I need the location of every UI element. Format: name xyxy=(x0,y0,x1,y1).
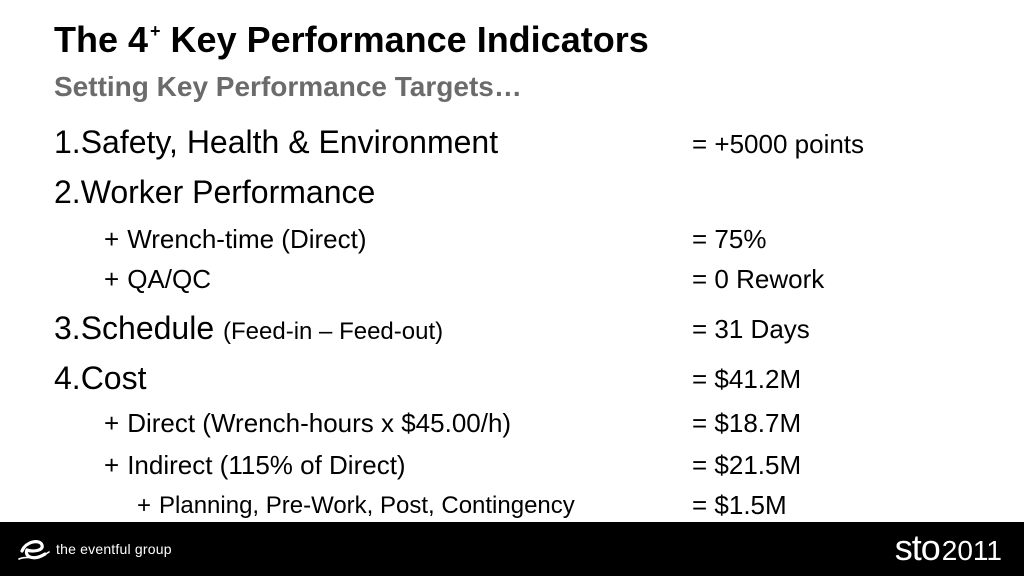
slide-title: The 4 + Key Performance Indicators xyxy=(54,19,649,60)
sto-logo-text: sto xyxy=(894,527,941,568)
plus-bullet-icon: + xyxy=(137,492,152,519)
plus-bullet-icon: + xyxy=(104,450,120,480)
slide: The 4 + Key Performance Indicators Settin… xyxy=(54,19,865,520)
sto-logo-year: 2011 xyxy=(941,535,1002,566)
eventful-group-brand: the eventful group xyxy=(56,541,172,557)
kpi-schedule-value: = 31 Days xyxy=(692,314,810,344)
kpi-safety-label: 1.Safety, Health & Environment xyxy=(54,124,499,160)
kpi-wrench-time-item: + Wrench-time (Direct) xyxy=(104,224,367,254)
plus-bullet-icon: + xyxy=(104,408,120,438)
kpi-direct-cost-value: = $18.7M xyxy=(692,408,802,438)
kpi-planning-value: = $1.5M xyxy=(692,490,787,520)
footer-bar: the eventful group sto 2011 xyxy=(0,522,1024,576)
plus-bullet-icon: + xyxy=(104,264,120,294)
kpi-indirect-cost-item: + Indirect (115% of Direct) xyxy=(104,450,406,480)
kpi-schedule-note: (Feed-in – Feed-out) xyxy=(223,318,444,345)
slide-subtitle: Setting Key Performance Targets… xyxy=(54,71,522,102)
kpi-cost-value: = $41.2M xyxy=(692,364,802,394)
kpi-direct-cost-item: + Direct (Wrench-hours x $45.00/h) xyxy=(104,408,512,438)
eventful-group-logo: the eventful group xyxy=(18,535,172,563)
eventful-e-logo-icon xyxy=(18,540,50,560)
kpi-planning-item: + Planning, Pre-Work, Post, Contingency xyxy=(137,492,575,519)
kpi-schedule-label: 3.Schedule (Feed-in – Feed-out) xyxy=(54,310,444,346)
kpi-wrench-time-value: = 75% xyxy=(692,224,767,254)
kpi-cost-label: 4.Cost xyxy=(54,360,147,396)
kpi-safety-value: = +5000 points xyxy=(692,129,865,159)
plus-bullet-icon: + xyxy=(104,224,120,254)
kpi-qaqc-item: + QA/QC xyxy=(104,264,211,294)
kpi-worker-performance-label: 2.Worker Performance xyxy=(54,174,376,210)
sto-2011-logo: sto 2011 xyxy=(895,530,1002,566)
title-superscript: + xyxy=(150,21,161,41)
kpi-indirect-cost-value: = $21.5M xyxy=(692,450,802,480)
kpi-qaqc-value: = 0 Rework xyxy=(692,264,825,294)
